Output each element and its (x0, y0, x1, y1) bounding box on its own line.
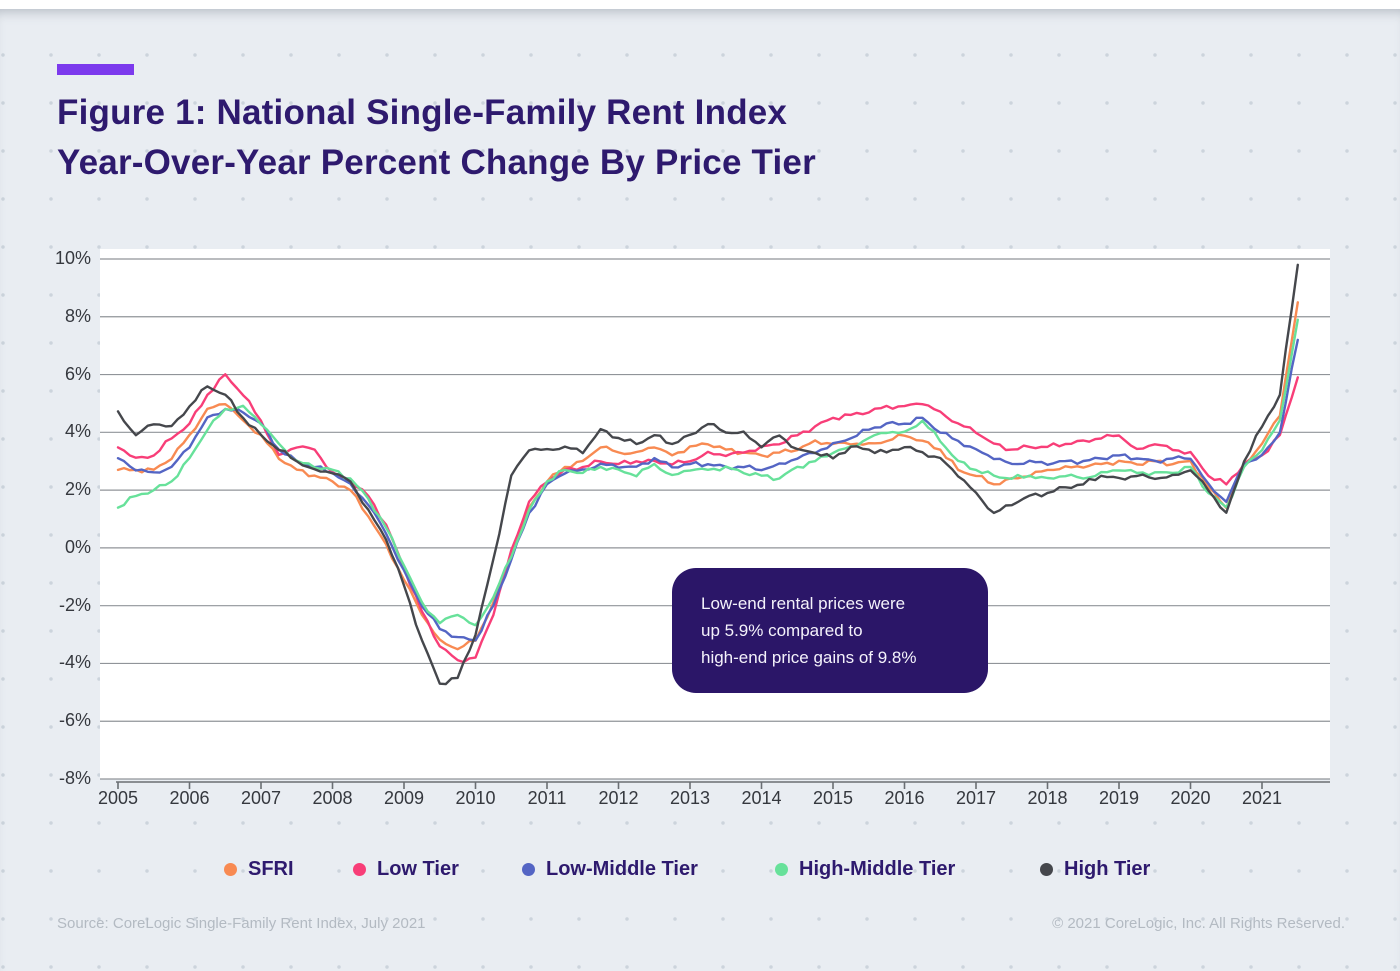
annotation-callout: Low-end rental prices were up 5.9% compa… (672, 568, 988, 693)
legend-dot-icon (224, 862, 237, 876)
x-axis-tick-label: 2006 (169, 788, 210, 808)
figure-title-line1: Figure 1: National Single-Family Rent In… (57, 93, 788, 132)
y-axis-tick-label: -4% (58, 652, 91, 673)
legend-item-low-tier: Low Tier (353, 852, 459, 886)
x-axis-tick-label: 2014 (741, 788, 782, 808)
legend-item-high-tier: High Tier (1040, 852, 1150, 886)
title-accent-bar (57, 64, 134, 75)
y-axis-tick-label: -2% (58, 594, 91, 615)
figure-background-panel: Figure 1: National Single-Family Rent In… (0, 9, 1400, 971)
y-axis-tick-label: -6% (58, 710, 91, 731)
y-axis-tick-label: 2% (64, 479, 91, 500)
annotation-line3: high-end price gains of 9.8% (701, 648, 917, 667)
figure-title-line2: Year-Over-Year Percent Change By Price T… (57, 143, 816, 182)
copyright-note: © 2021 CoreLogic, Inc. All Rights Reserv… (1052, 915, 1345, 932)
legend-item-sfri: SFRI (224, 852, 294, 886)
y-axis-tick-label: 10% (54, 248, 91, 268)
y-axis-tick-label: 8% (64, 305, 91, 326)
y-axis-tick-label: 0% (64, 536, 91, 557)
y-axis-tick-label: 4% (64, 421, 91, 442)
x-axis-tick-label: 2019 (1098, 788, 1140, 808)
series-line-sfri (116, 301, 1300, 651)
x-axis-tick-label: 2013 (669, 788, 711, 808)
y-axis-tick-label: 6% (64, 363, 91, 384)
chart-legend: SFRI Low Tier Low-Middle Tier High-Middle T… (0, 852, 1400, 886)
annotation-line2: up 5.9% compared to (701, 621, 863, 640)
x-axis-tick-label: 2020 (1170, 788, 1211, 808)
plot-area (100, 249, 1330, 779)
x-axis-tick-label: 2005 (97, 788, 139, 808)
series-line-low-tier (116, 373, 1300, 664)
x-axis-tick-label: 2007 (240, 788, 282, 808)
legend-dot-icon (353, 862, 366, 876)
y-axis-tick-label: -8% (58, 768, 91, 788)
annotation-line1: Low-end rental prices were (701, 594, 906, 613)
x-axis-tick-label: 2009 (383, 788, 425, 808)
source-note: Source: CoreLogic Single-Family Rent Ind… (57, 915, 426, 932)
legend-item-high-middle-tier: High-Middle Tier (775, 852, 955, 886)
legend-item-low-middle-tier: Low-Middle Tier (522, 852, 698, 886)
figure-title: Figure 1: National Single-Family Rent In… (57, 88, 816, 188)
legend-label: High Tier (1064, 857, 1151, 880)
legend-dot-icon (522, 862, 535, 876)
x-axis-tick-label: 2008 (312, 788, 353, 808)
legend-dot-icon (1040, 862, 1053, 876)
x-axis-tick-label: 2017 (955, 788, 997, 808)
legend-label: SFRI (248, 857, 294, 880)
x-axis-tick-label: 2010 (455, 788, 496, 808)
x-axis-tick-label: 2018 (1027, 788, 1068, 808)
x-axis-tick-label: 2021 (1241, 788, 1283, 808)
series-line-high-middle-tier (116, 318, 1300, 627)
x-axis-tick-label: 2016 (884, 788, 925, 808)
legend-label: Low Tier (377, 857, 459, 880)
x-axis-tick-label: 2012 (598, 788, 639, 808)
x-axis-tick-label: 2015 (812, 788, 854, 808)
x-axis-tick-label: 2011 (527, 788, 567, 808)
series-line-high-tier (116, 263, 1300, 686)
legend-label: Low-Middle Tier (546, 857, 698, 880)
legend-label: High-Middle Tier (799, 857, 956, 880)
rent-index-line-chart (100, 249, 1330, 789)
legend-dot-icon (775, 862, 788, 876)
